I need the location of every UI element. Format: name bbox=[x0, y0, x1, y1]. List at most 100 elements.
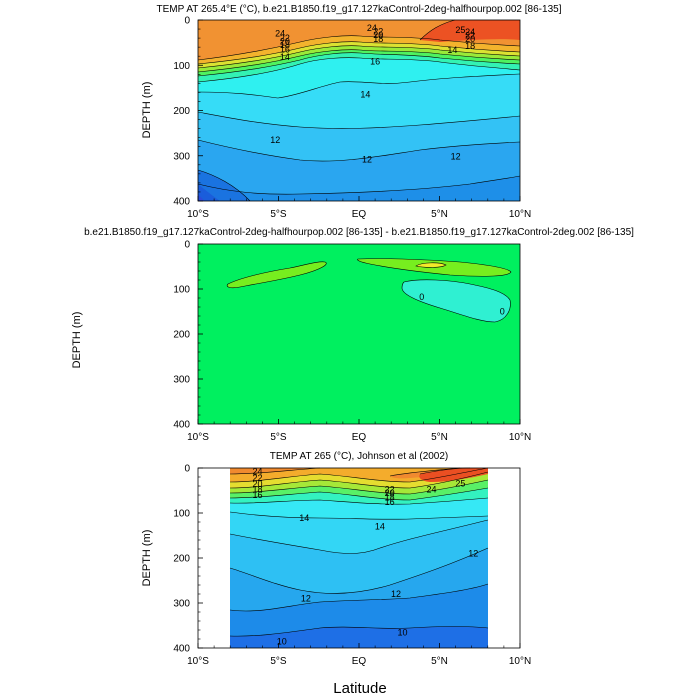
panel3-contour-line-20 bbox=[229, 471, 489, 489]
contour-label: 14 bbox=[375, 522, 385, 532]
panel1-band-deep-2 bbox=[198, 184, 220, 201]
y-tick-label: 200 bbox=[173, 554, 190, 565]
x-tick-label: 5°N bbox=[431, 656, 448, 667]
contour-label: 18 bbox=[280, 40, 290, 50]
panel1-contour-line-12 bbox=[197, 139, 521, 162]
panel2-title: b.e21.B1850.f19_g17.127kaControl-2deg-ha… bbox=[84, 227, 634, 238]
panel1-contour-line-22 bbox=[197, 41, 521, 65]
y-tick-label: 200 bbox=[173, 106, 190, 117]
x-tick-label: 5°S bbox=[270, 432, 287, 443]
contour-label: 12 bbox=[468, 549, 478, 559]
contour-label: 14 bbox=[280, 52, 290, 62]
contour-label: 16 bbox=[370, 57, 380, 67]
panel1-contour-line-20 bbox=[197, 45, 521, 69]
panel3-y-axis-label: DEPTH (m) bbox=[141, 530, 153, 587]
contour-label: 22 bbox=[280, 33, 290, 43]
contour-label: 12 bbox=[301, 594, 311, 604]
y-tick-label: 100 bbox=[173, 285, 190, 296]
x-tick-label: EQ bbox=[352, 656, 367, 667]
contour-label: 24 bbox=[275, 29, 285, 39]
panel3-contour-line-13 bbox=[229, 519, 489, 554]
panel3-contour-line-18 bbox=[229, 479, 489, 495]
x-tick-label: 10°S bbox=[187, 209, 209, 220]
panel1-band-25 bbox=[420, 20, 520, 42]
y-tick-label: 300 bbox=[173, 599, 190, 610]
x-tick-label: 5°N bbox=[431, 432, 448, 443]
panel-observed-temperature: TEMP AT 265 (°C), Johnson et al (2002) bbox=[141, 451, 531, 667]
panel3-contour-line-22 bbox=[229, 467, 489, 483]
x-tick-label: 5°N bbox=[431, 209, 448, 220]
panel1-contour-line-13 bbox=[197, 111, 521, 129]
contour-label: 16 bbox=[280, 44, 290, 54]
contour-label: 20 bbox=[465, 34, 475, 44]
contour-label: 12 bbox=[391, 589, 401, 599]
panel3-contour-line-16 bbox=[229, 487, 489, 501]
contour-label: 22 bbox=[465, 30, 475, 40]
x-tick-label: 10°S bbox=[187, 656, 209, 667]
panel3-title: TEMP AT 265 (°C), Johnson et al (2002) bbox=[270, 451, 449, 462]
panel3-contour-lines bbox=[229, 467, 489, 637]
y-tick-label: 0 bbox=[184, 464, 190, 475]
x-tick-label: EQ bbox=[352, 209, 367, 220]
panel3-contour-line-10 bbox=[229, 626, 489, 637]
panel3-axes: 10°S 5°S EQ 5°N 10°N 0 100 200 300 400 bbox=[173, 464, 531, 668]
panel1-contour-lines bbox=[197, 19, 521, 202]
panel-model-temperature: TEMP AT 265.4°E (°C), b.e21.B1850.f19_g1… bbox=[141, 4, 562, 220]
contour-label: 12 bbox=[362, 154, 372, 164]
contour-label: 10 bbox=[397, 627, 407, 637]
contour-label: 18 bbox=[253, 485, 263, 495]
panel1-band-deep-3 bbox=[198, 194, 205, 201]
y-tick-label: 0 bbox=[184, 240, 190, 251]
contour-label: 18 bbox=[373, 34, 383, 44]
contour-label: 14 bbox=[447, 45, 457, 55]
x-tick-label: 10°S bbox=[187, 432, 209, 443]
contour-label: 25 bbox=[455, 478, 465, 488]
contour-label: 20 bbox=[253, 479, 263, 489]
contour-label: 24 bbox=[465, 27, 475, 37]
contour-label: 16 bbox=[253, 490, 263, 500]
panel2-contour-labels: 00 bbox=[419, 292, 505, 316]
panel1-title: TEMP AT 265.4°E (°C), b.e21.B1850.f19_g1… bbox=[157, 4, 562, 15]
panel2-contour-fill bbox=[198, 244, 520, 424]
contour-label: 20 bbox=[385, 488, 395, 498]
contour-label: 24 bbox=[426, 485, 436, 495]
y-tick-label: 400 bbox=[173, 420, 190, 431]
contour-label: 24 bbox=[253, 467, 263, 477]
contour-label: 14 bbox=[299, 513, 309, 523]
y-tick-label: 100 bbox=[173, 509, 190, 520]
contour-label: 24 bbox=[367, 23, 377, 33]
panel2-blob-yellow bbox=[415, 262, 447, 268]
panel3-contour-line-14 bbox=[229, 511, 489, 520]
panel1-contour-line-16 bbox=[197, 52, 521, 77]
contour-label: 12 bbox=[451, 152, 461, 162]
panel3-contour-fill bbox=[230, 468, 488, 648]
panel2-axes: 10°S 5°S EQ 5°N 10°N 0 100 200 300 400 bbox=[173, 240, 531, 444]
contour-label: 22 bbox=[385, 485, 395, 495]
panel1-contour-line-deep-1 bbox=[197, 169, 251, 202]
y-tick-label: 300 bbox=[173, 151, 190, 162]
contour-label: 10 bbox=[277, 636, 287, 646]
panel-difference: b.e21.B1850.f19_g17.127kaControl-2deg-ha… bbox=[71, 227, 634, 443]
panel1-contour-line-24 bbox=[197, 35, 521, 61]
contour-label: 12 bbox=[270, 135, 280, 145]
contour-label: 18 bbox=[385, 492, 395, 502]
panel3-contour-line-11 bbox=[229, 583, 489, 612]
contour-label: 14 bbox=[360, 90, 370, 100]
contour-label: 22 bbox=[253, 473, 263, 483]
panel1-contour-line-11 bbox=[197, 175, 521, 195]
panel2-blob-cyan bbox=[401, 279, 511, 323]
x-tick-label: 10°N bbox=[509, 432, 531, 443]
panel2-y-axis-label: DEPTH (m) bbox=[71, 312, 83, 369]
panel1-contour-line-18 bbox=[197, 49, 521, 73]
panel1-contour-line-15 bbox=[197, 57, 521, 83]
x-tick-label: 5°S bbox=[270, 209, 287, 220]
y-tick-label: 0 bbox=[184, 16, 190, 27]
panel1-y-axis-label: DEPTH (m) bbox=[141, 82, 153, 139]
contour-label: 0 bbox=[500, 307, 505, 317]
y-tick-label: 400 bbox=[173, 197, 190, 208]
x-tick-label: EQ bbox=[352, 432, 367, 443]
x-axis-label: Latitude bbox=[333, 680, 386, 697]
